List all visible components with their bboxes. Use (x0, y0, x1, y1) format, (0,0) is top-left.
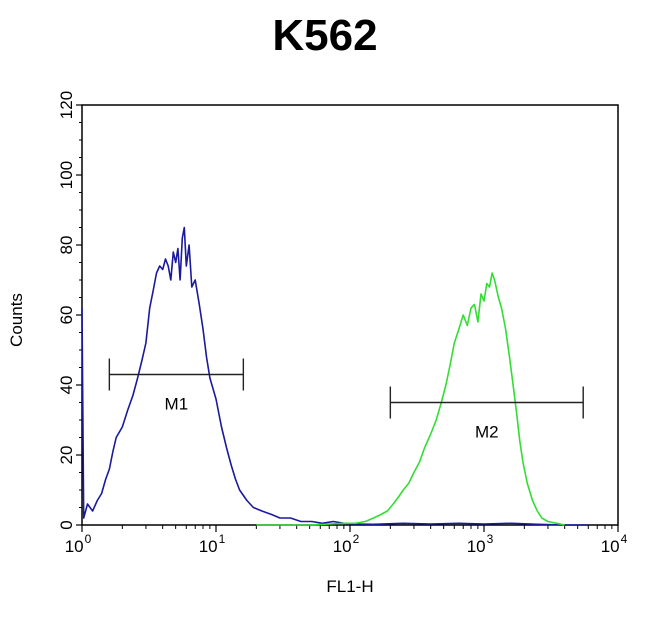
y-tick-label: 20 (57, 446, 76, 465)
histogram-line-1 (81, 226, 589, 526)
x-tick-label: 102 (333, 532, 360, 556)
gate-marker-label: M1 (165, 395, 189, 414)
gate-marker: M2 (389, 386, 584, 442)
x-tick-label: 103 (467, 532, 494, 556)
y-tick-label: 120 (57, 91, 76, 119)
y-axis-label: Counts (7, 293, 26, 347)
chart-title: K562 (272, 11, 377, 60)
histogram-series (81, 226, 589, 526)
y-tick-label: 100 (57, 161, 76, 189)
x-tick-label: 101 (199, 532, 226, 556)
gate-markers: M1 M2 (108, 358, 584, 442)
x-axis-ticks: 100 101 102 103 104 (65, 525, 628, 556)
x-tick-label: 104 (601, 532, 628, 556)
y-tick-label: 40 (57, 376, 76, 395)
y-tick-label: 60 (57, 306, 76, 325)
x-tick-label: 100 (65, 532, 92, 556)
gate-marker-label: M2 (475, 423, 499, 442)
plot-frame (81, 104, 619, 526)
y-axis-ticks: 0 20 40 60 80 100 120 (57, 91, 82, 530)
histogram-line-2 (256, 272, 565, 526)
y-tick-label: 0 (57, 520, 76, 529)
gate-marker: M1 (108, 358, 245, 414)
y-tick-label: 80 (57, 236, 76, 255)
x-axis-label: FL1-H (326, 577, 373, 596)
